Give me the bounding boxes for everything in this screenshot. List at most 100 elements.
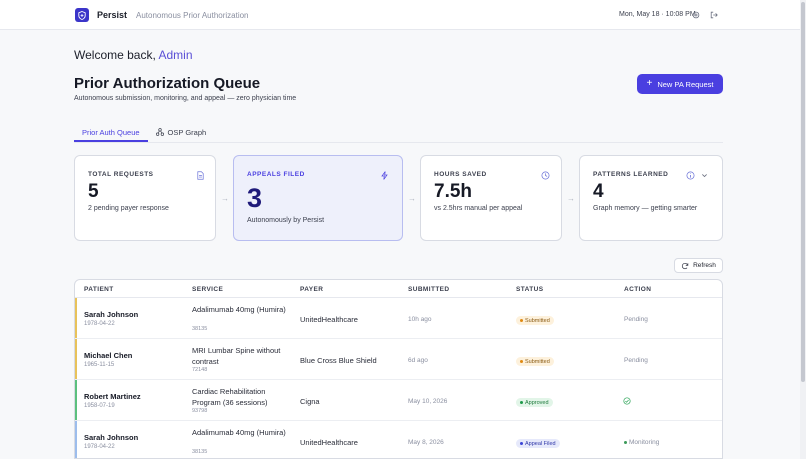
- refresh-button[interactable]: Refresh: [674, 258, 723, 273]
- row-status-accent: [75, 298, 77, 338]
- row-status-accent: [75, 421, 77, 458]
- patient-name: Sarah Johnson: [84, 433, 139, 442]
- column-header-service[interactable]: SERVICE: [192, 286, 224, 293]
- patient-name: Robert Martinez: [84, 392, 141, 401]
- status-label: Appeal Filed: [525, 440, 556, 447]
- column-header-status[interactable]: STATUS: [516, 286, 544, 293]
- service-name: MRI Lumbar Spine without contrast: [192, 346, 281, 366]
- chevron-down-icon[interactable]: [700, 171, 709, 180]
- tabs-divider: [74, 142, 723, 143]
- column-header-submitted[interactable]: SUBMITTED: [408, 286, 450, 293]
- column-header-patient[interactable]: PATIENT: [84, 286, 114, 293]
- status-label: Submitted: [525, 358, 550, 365]
- scrollbar-thumb[interactable]: [801, 2, 805, 382]
- card-label: TOTAL REQUESTS: [88, 171, 154, 178]
- card-description: Autonomously by Persist: [247, 217, 325, 224]
- table-row[interactable]: Sarah Johnson 1978-04-22 Adalimumab 40mg…: [75, 298, 722, 339]
- submitted-time: 10h ago: [408, 316, 432, 323]
- payer-name: Cigna: [300, 397, 320, 406]
- status-badge: Submitted: [516, 357, 554, 366]
- welcome-prefix: Welcome back,: [74, 48, 156, 62]
- brand-tagline: Autonomous Prior Authorization: [136, 11, 249, 20]
- status-badge: Appeal Filed: [516, 439, 560, 448]
- gear-icon[interactable]: [692, 11, 700, 19]
- new-pa-request-button[interactable]: + New PA Request: [637, 74, 723, 94]
- status-label: Approved: [525, 399, 549, 406]
- patient-name: Michael Chen: [84, 351, 133, 360]
- refresh-label: Refresh: [693, 262, 716, 269]
- check-circle-icon[interactable]: [623, 397, 631, 405]
- prior-auth-table: PATIENT SERVICE PAYER SUBMITTED STATUS A…: [74, 279, 723, 459]
- monitoring-dot: [624, 441, 627, 444]
- payer-name: Blue Cross Blue Shield: [300, 356, 377, 365]
- arrow-right-icon: →: [408, 194, 416, 203]
- status-dot: [520, 442, 523, 445]
- card-label: APPEALS FILED: [247, 171, 305, 178]
- card-label: HOURS SAVED: [434, 171, 487, 178]
- status-dot: [520, 401, 523, 404]
- clock-icon: [541, 171, 550, 180]
- page-scrollbar[interactable]: [800, 0, 806, 459]
- stat-card-total-requests: TOTAL REQUESTS 5 2 pending payer respons…: [74, 155, 216, 241]
- persist-logo-icon[interactable]: [75, 8, 89, 22]
- logout-icon[interactable]: [710, 11, 718, 19]
- document-icon: [197, 171, 204, 180]
- graph-icon: [155, 128, 164, 136]
- tab-label: Prior Auth Queue: [82, 128, 140, 137]
- patient-dob: 1965-11-15: [84, 362, 115, 368]
- status-dot: [520, 319, 523, 322]
- service-code: 93798: [192, 408, 208, 414]
- service-code: 38135: [192, 449, 208, 455]
- action-label: Monitoring: [629, 439, 660, 446]
- patient-dob: 1958-07-19: [84, 403, 115, 409]
- column-header-action[interactable]: ACTION: [624, 286, 652, 293]
- card-value: 7.5h: [434, 181, 473, 202]
- new-pa-request-label: New PA Request: [657, 79, 714, 89]
- refresh-icon: [682, 262, 689, 269]
- table-row[interactable]: Robert Martinez 1958-07-19 Cardiac Rehab…: [75, 380, 722, 421]
- service-name: Adalimumab 40mg (Humira): [192, 305, 286, 314]
- page-title: Prior Authorization Queue: [74, 75, 261, 92]
- status-dot: [520, 360, 523, 363]
- welcome-user-name: Admin: [158, 48, 193, 62]
- table-row[interactable]: Michael Chen 1965-11-15 MRI Lumbar Spine…: [75, 339, 722, 380]
- info-icon[interactable]: [686, 171, 695, 180]
- top-bar: Persist Autonomous Prior Authorization M…: [0, 0, 800, 30]
- payer-name: UnitedHealthcare: [300, 315, 358, 324]
- welcome-message: Welcome back, Admin: [74, 48, 193, 62]
- action-status: Pending: [624, 316, 648, 323]
- card-value: 3: [247, 183, 263, 213]
- arrow-right-icon: →: [221, 194, 229, 203]
- service-code: 38135: [192, 326, 208, 332]
- patient-dob: 1978-04-22: [84, 444, 115, 450]
- stat-card-appeals-filed: APPEALS FILED 3 Autonomously by Persist: [233, 155, 403, 241]
- lightning-icon: [381, 171, 388, 180]
- current-datetime: Mon, May 18 · 10:08 PM: [619, 11, 696, 18]
- tab-label: OSP Graph: [167, 128, 207, 137]
- table-header: PATIENT SERVICE PAYER SUBMITTED STATUS A…: [75, 280, 722, 298]
- stat-card-patterns-learned: PATTERNS LEARNED 4 Graph memory — gettin…: [579, 155, 723, 241]
- service-code: 72148: [192, 367, 208, 373]
- tab-osp-graph[interactable]: OSP Graph: [148, 122, 215, 142]
- submitted-time: May 8, 2026: [408, 439, 444, 446]
- patient-name: Sarah Johnson: [84, 310, 139, 319]
- status-badge: Submitted: [516, 316, 554, 325]
- action-status: Pending: [624, 357, 648, 364]
- row-status-accent: [75, 380, 77, 420]
- payer-name: UnitedHealthcare: [300, 438, 358, 447]
- patient-dob: 1978-04-22: [84, 321, 115, 327]
- stat-card-hours-saved: HOURS SAVED 7.5h vs 2.5hrs manual per ap…: [420, 155, 562, 241]
- status-badge: Approved: [516, 398, 553, 407]
- plus-icon: +: [646, 78, 653, 89]
- column-header-payer[interactable]: PAYER: [300, 286, 324, 293]
- card-label: PATTERNS LEARNED: [593, 171, 669, 178]
- service-name: Adalimumab 40mg (Humira): [192, 428, 286, 437]
- card-description: vs 2.5hrs manual per appeal: [434, 205, 523, 212]
- card-description: Graph memory — getting smarter: [593, 205, 698, 212]
- submitted-time: May 10, 2026: [408, 398, 448, 405]
- row-status-accent: [75, 339, 77, 379]
- table-row[interactable]: Sarah Johnson 1978-04-22 Adalimumab 40mg…: [75, 421, 722, 458]
- tab-prior-auth-queue[interactable]: Prior Auth Queue: [74, 122, 148, 142]
- submitted-time: 6d ago: [408, 357, 428, 364]
- action-status: Monitoring: [624, 439, 659, 446]
